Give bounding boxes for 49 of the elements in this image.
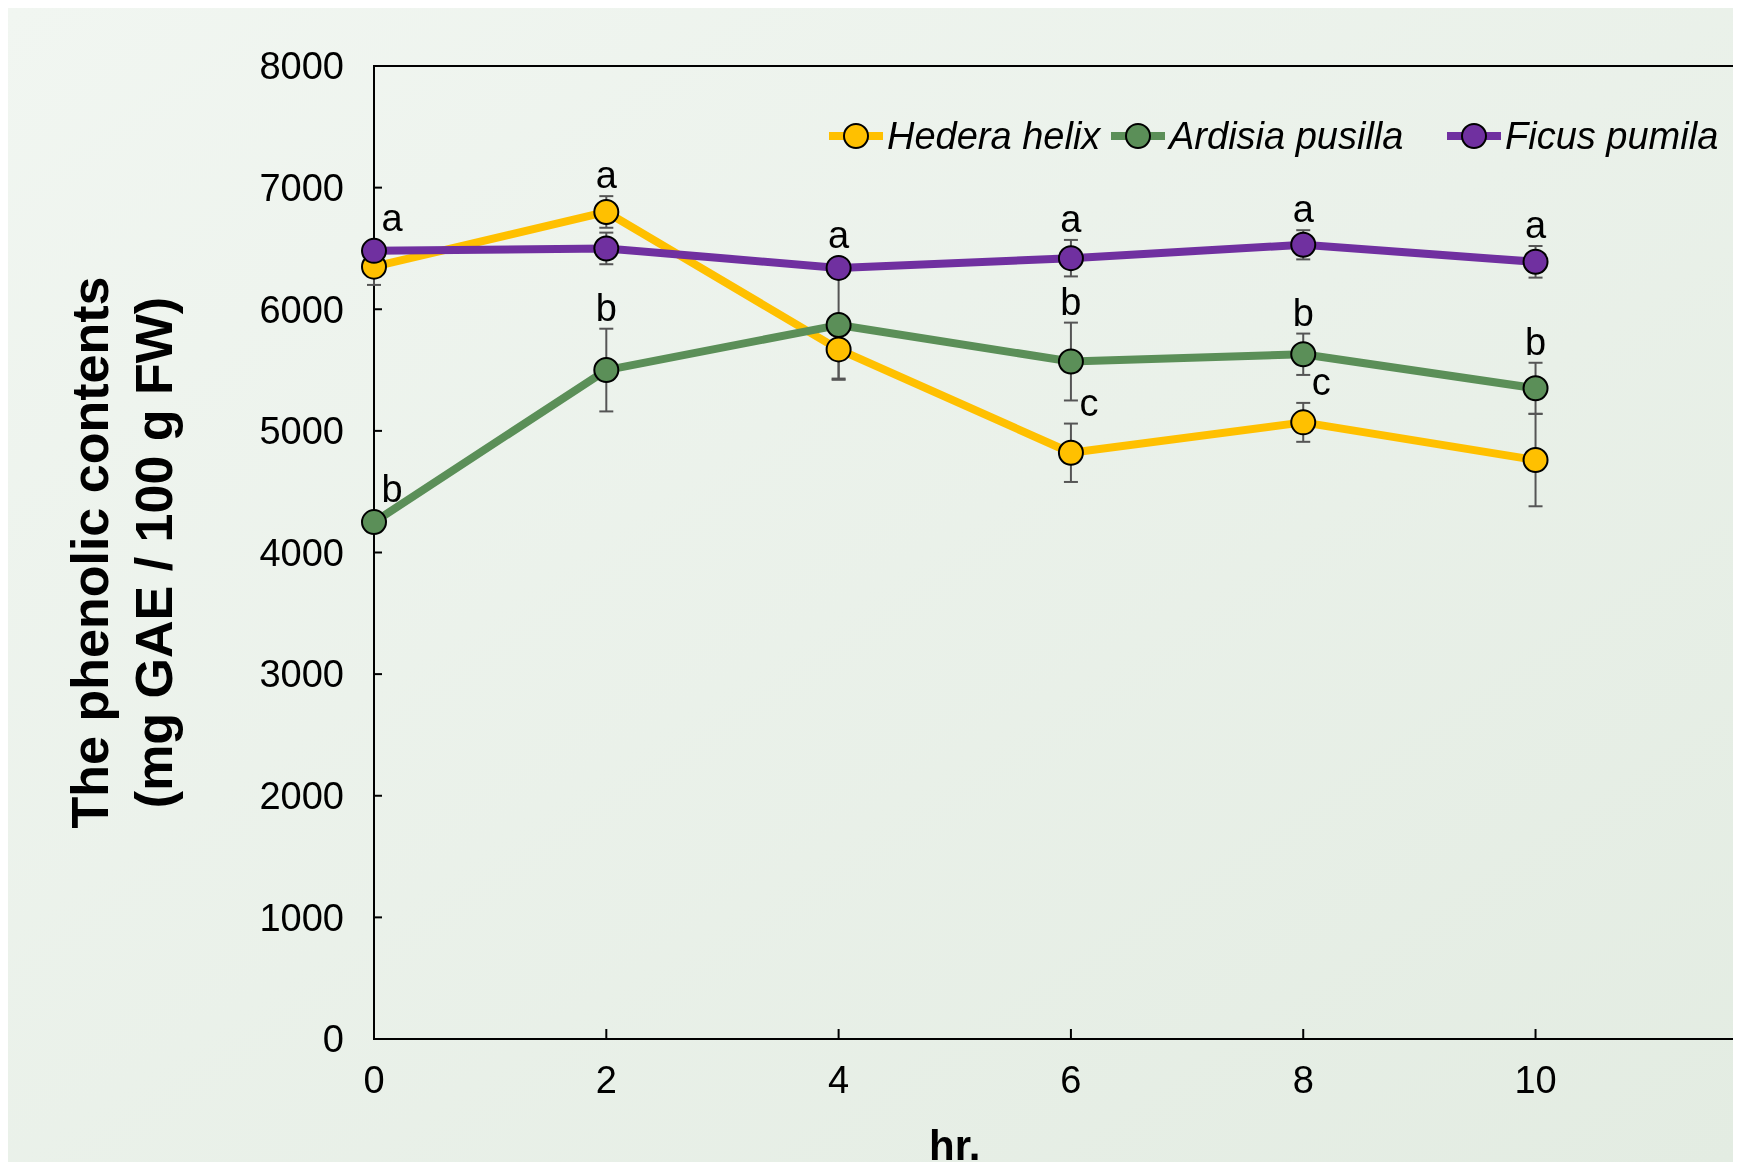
- y-tick-label: 5000: [259, 410, 344, 453]
- y-tick-label: 2000: [259, 775, 344, 818]
- annotation: c: [1079, 381, 1099, 424]
- point: [361, 509, 387, 536]
- point: [825, 336, 852, 363]
- x-tick-label: 2: [595, 1059, 617, 1101]
- point: [825, 312, 852, 339]
- point: [1522, 375, 1549, 402]
- point: [361, 237, 387, 264]
- point: [593, 235, 620, 262]
- y-tick-label: 6000: [259, 288, 344, 331]
- annotation: b: [1292, 291, 1314, 334]
- point: [593, 198, 620, 225]
- x-tick-label: 0: [363, 1059, 385, 1101]
- point: [1290, 231, 1317, 258]
- annotation: a: [381, 196, 404, 239]
- point: [1522, 447, 1549, 474]
- annotation: c: [1311, 360, 1331, 403]
- y-tick-label: 7000: [259, 166, 344, 209]
- annotation: a: [1060, 197, 1083, 240]
- x-axis-title: hr.: [929, 1122, 981, 1169]
- y-tick-label: 4000: [259, 531, 344, 574]
- annotation: b: [595, 286, 617, 329]
- annotation: a: [595, 154, 618, 197]
- legend-label: Ardisia pusilla: [1167, 115, 1404, 158]
- annotation: a: [828, 213, 851, 256]
- x-tick-label: 8: [1292, 1059, 1314, 1101]
- point: [1290, 409, 1317, 436]
- point: [1290, 341, 1317, 368]
- x-tick-label: 6: [1060, 1059, 1082, 1101]
- y-axis-title: The phenolic contents (mg GAE / 100 g FW): [61, 276, 183, 829]
- x-tick-label: 10: [1514, 1059, 1557, 1101]
- point: [593, 357, 620, 384]
- point: [1057, 439, 1084, 466]
- annotation: b: [1060, 280, 1082, 323]
- y-tick-label: 1000: [259, 896, 344, 939]
- annotation: a: [1292, 188, 1315, 231]
- x-tick-label: 4: [828, 1059, 850, 1101]
- y-tick-label: 3000: [259, 653, 344, 696]
- legend-label: Ficus pumila: [1505, 115, 1719, 158]
- point: [1057, 245, 1084, 272]
- legend-label: Hedera helix: [887, 115, 1103, 158]
- point: [1522, 248, 1549, 275]
- y-tick-label: 8000: [259, 45, 344, 88]
- annotation: a: [1524, 204, 1547, 247]
- point: [1057, 348, 1084, 375]
- y-tick-label: 0: [322, 1018, 344, 1061]
- annotation: b: [381, 468, 403, 511]
- annotation: b: [1524, 320, 1547, 363]
